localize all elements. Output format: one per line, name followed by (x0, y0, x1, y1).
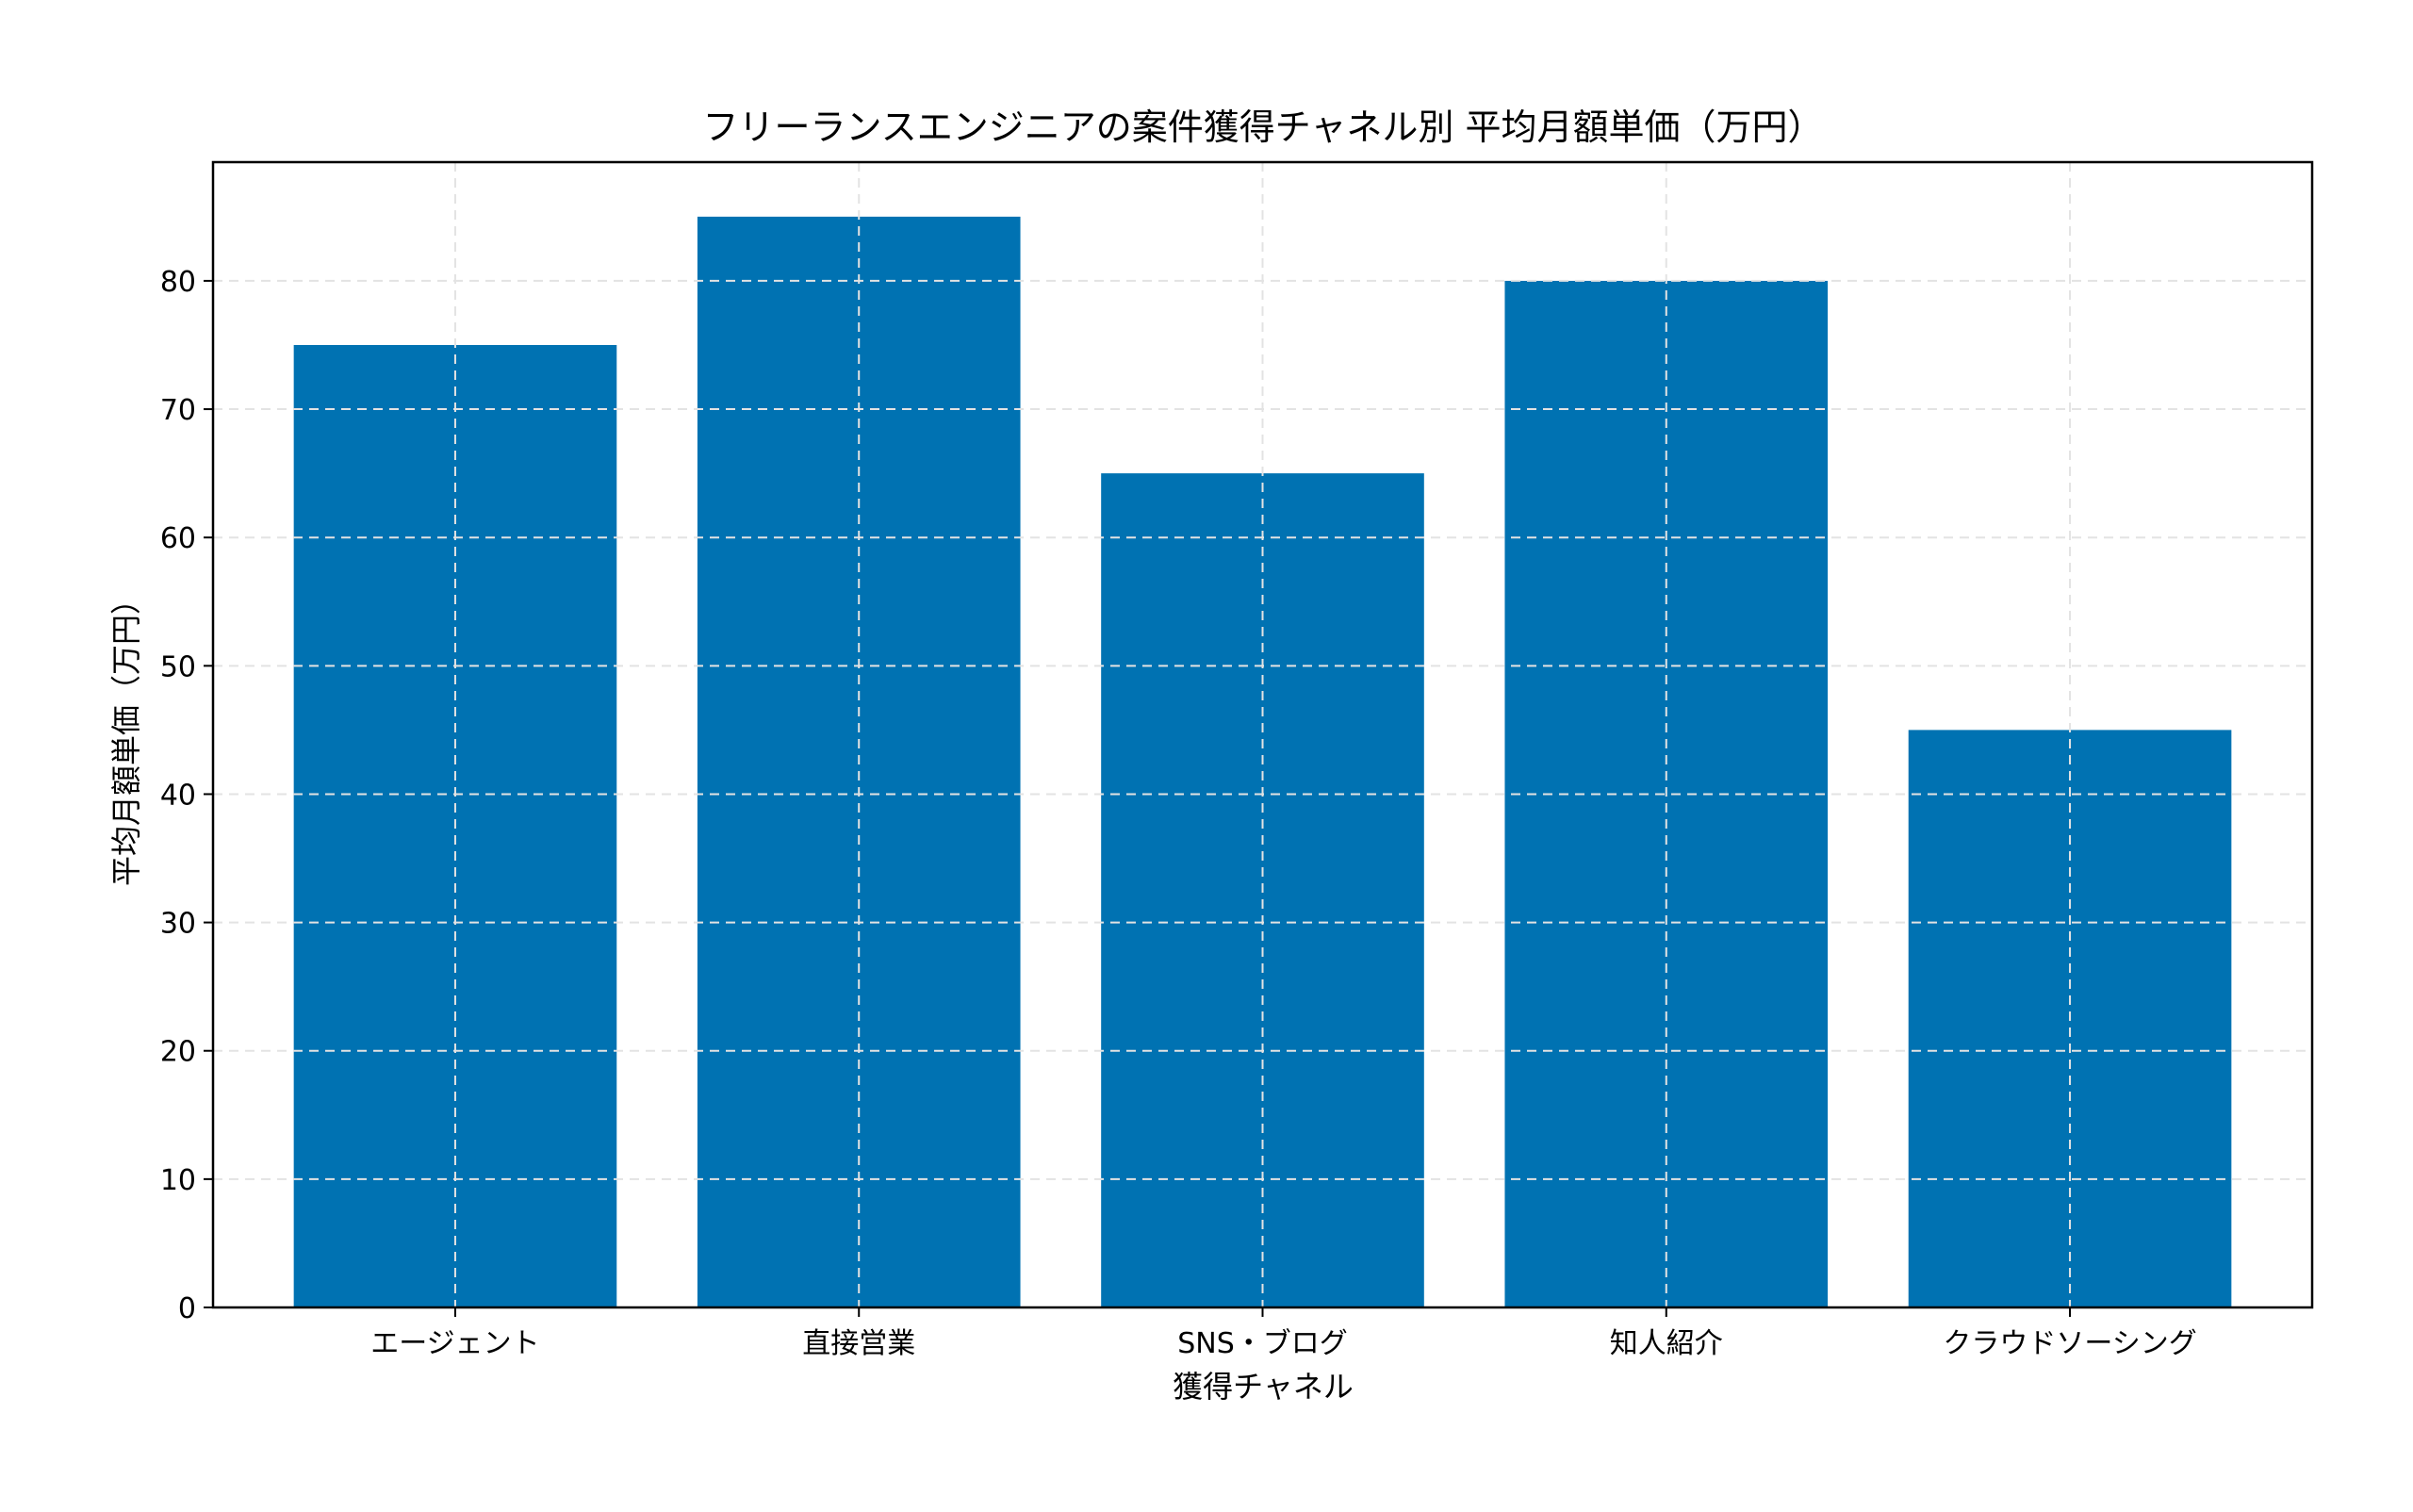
x-tick-label: エージェント (370, 1327, 539, 1360)
y-tick-label: 80 (160, 266, 196, 299)
x-axis-label: 獲得チャネル (1173, 1369, 1354, 1405)
axes-frame (211, 160, 2314, 1309)
chart-title: フリーランスエンジニアの案件獲得チャネル別 平均月額単価（万円） (703, 107, 1824, 148)
y-tick-label: 10 (160, 1164, 196, 1197)
y-tick-label: 30 (160, 908, 196, 941)
y-axis-ticks: 0 10 20 30 40 50 60 70 80 (160, 266, 213, 1325)
x-tick-label: 直接営業 (802, 1327, 915, 1360)
grid (213, 162, 2312, 1307)
y-tick-label: 70 (160, 394, 196, 427)
x-axis-ticks: エージェント 直接営業 SNS・ブログ 知人紹介 クラウドソーシング (370, 1307, 2197, 1360)
y-tick-label: 60 (160, 522, 196, 555)
x-tick-label: クラウドソーシング (1943, 1327, 2196, 1360)
y-axis-label: 平均月額単価（万円） (108, 584, 144, 886)
x-tick-label: 知人紹介 (1610, 1327, 1723, 1360)
y-tick-label: 50 (160, 650, 196, 683)
y-tick-label: 40 (160, 779, 196, 812)
y-tick-label: 0 (178, 1292, 196, 1325)
x-tick-label: SNS・ブログ (1177, 1327, 1348, 1360)
y-tick-label: 20 (160, 1036, 196, 1069)
